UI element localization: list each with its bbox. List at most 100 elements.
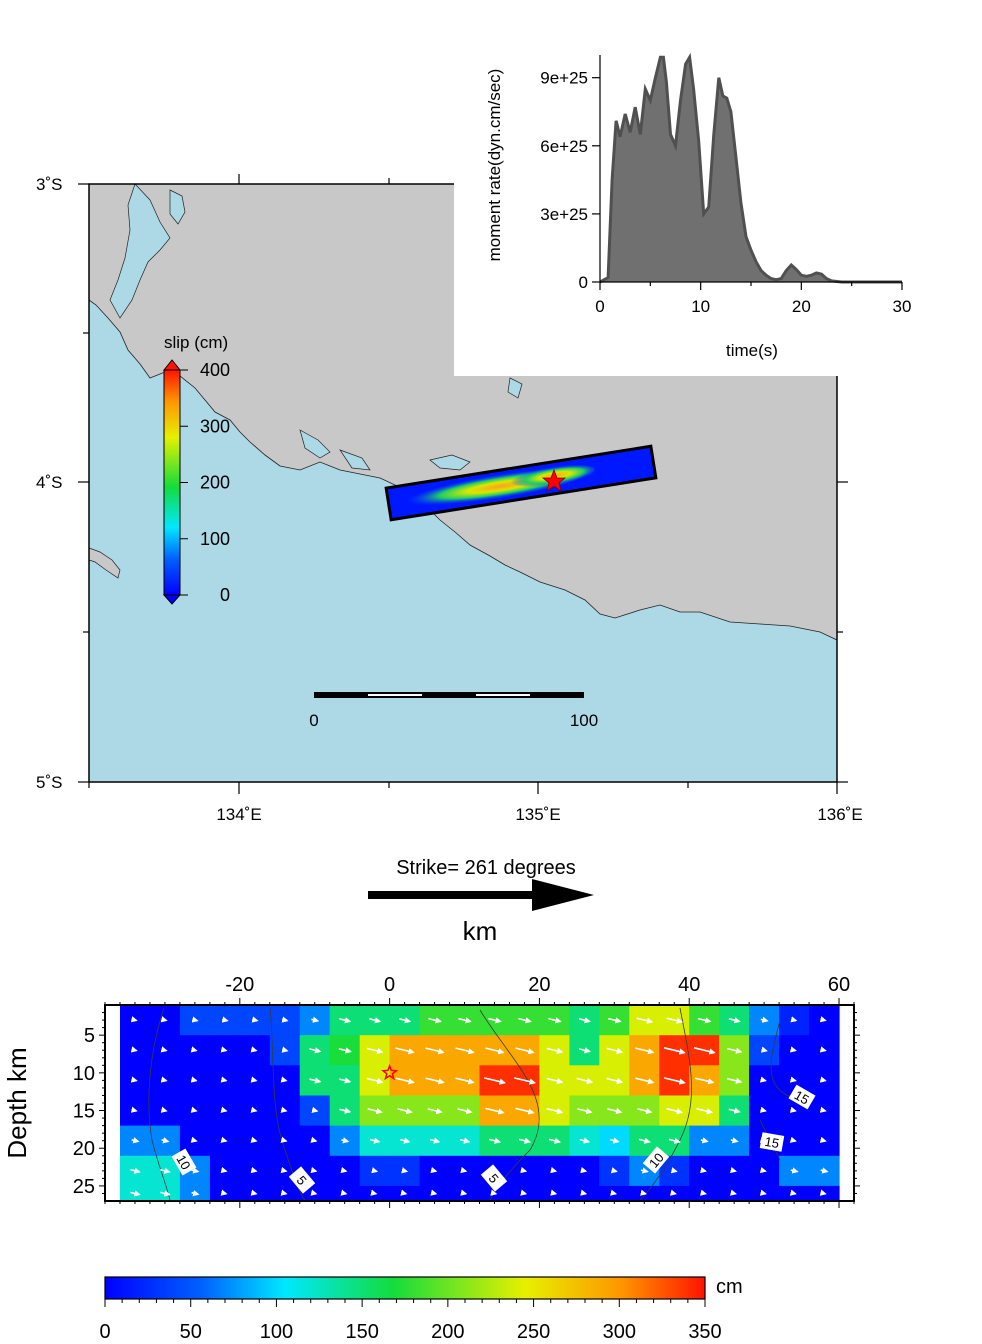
slip-vector-arrow — [640, 1189, 648, 1196]
slip-vector-arrow — [520, 1166, 528, 1174]
slip-vector-arrow — [311, 1106, 319, 1114]
moment-rate-panel: 0 10 20 30 0 3e+25 6e+25 9e+25 time(s) moment … — [454, 40, 911, 376]
slip-vector-arrow — [250, 1076, 258, 1083]
slip-vector-arrow — [191, 1016, 199, 1023]
slip-vector-arrow — [280, 1106, 288, 1113]
slip-colorbar-tick-label: 0 — [220, 585, 230, 605]
slip-vector-arrow — [640, 1167, 649, 1174]
slip-vector-arrow — [130, 1106, 138, 1113]
slip-vector-arrow — [460, 1166, 468, 1174]
slip-vector-arrow — [430, 1166, 438, 1174]
slip-vector-arrow — [789, 1076, 797, 1083]
slip-vector-arrow — [697, 1017, 712, 1024]
contour-label-box — [288, 1166, 316, 1194]
contour-label-text: 10 — [173, 1152, 193, 1172]
contour-label: 10 — [171, 1148, 197, 1176]
slip-vector-arrow — [339, 1107, 352, 1114]
moment-rate-x-tick-label: 10 — [691, 297, 710, 316]
slip-vector-arrow — [311, 1016, 320, 1023]
slip-vector-arrow — [366, 1047, 384, 1055]
slip-model-x-tick-label: 40 — [678, 974, 700, 996]
slip-vector-arrow — [548, 1137, 562, 1144]
slip-vector-arrow — [280, 1189, 288, 1196]
slip-vector-arrow — [635, 1077, 655, 1085]
hypocenter-star — [381, 1063, 399, 1081]
slip-vector-arrow — [759, 1076, 767, 1083]
slip-vector-arrow — [485, 1047, 505, 1055]
slip-vector-arrow — [608, 1017, 622, 1024]
slip-model-colorbar-tick-label: 200 — [431, 1321, 464, 1343]
slip-vector-arrow — [130, 1016, 138, 1023]
contour-label-box — [642, 1146, 670, 1174]
slip-vector-arrow — [546, 1077, 564, 1085]
slip-colorbar-tick-label: 300 — [200, 416, 230, 436]
slip-vector-arrow — [250, 1166, 258, 1174]
slip-model-ylabel: Depth km — [2, 1047, 32, 1158]
slip-vector-arrow — [730, 1137, 739, 1144]
scale-bar-label-0: 0 — [309, 711, 318, 730]
lat-label-3s: 3˚S — [36, 175, 62, 194]
slip-vector-arrow — [371, 1167, 379, 1174]
slip-vector-arrow — [727, 1047, 743, 1054]
slip-colorbar-title: slip (cm) — [164, 333, 228, 352]
slip-vector-arrow — [160, 1190, 171, 1197]
slip-vector-arrow — [310, 1189, 318, 1196]
slip-vector-arrow — [309, 1077, 322, 1084]
slip-vector-arrow — [160, 1046, 168, 1053]
slip-vector-arrow — [220, 1136, 228, 1143]
slip-vector-arrow — [546, 1047, 564, 1055]
slip-vector-arrow — [819, 1076, 827, 1083]
slip-vector-arrow — [696, 1107, 714, 1115]
slip-vector-arrow — [638, 1137, 651, 1144]
slip-vector-arrow — [339, 1017, 352, 1024]
slip-vector-arrow — [579, 1137, 591, 1144]
slip-vector-arrow — [548, 1017, 562, 1024]
slip-vector-arrow — [220, 1189, 228, 1196]
slip-model-y-tick-label: 15 — [73, 1101, 95, 1123]
slip-vector-arrow — [220, 1166, 228, 1174]
strike-label: Strike= 261 degrees — [396, 857, 576, 879]
slip-vector-arrow — [250, 1136, 258, 1143]
contour-label: 15 — [788, 1084, 816, 1110]
slip-vector-arrow — [399, 1017, 412, 1024]
slip-vector-arrow — [310, 1136, 318, 1143]
moment-rate-x-tick-label: 0 — [595, 297, 604, 316]
slip-model-y-tick-label: 5 — [84, 1025, 95, 1047]
slip-vector-arrow — [160, 1106, 168, 1113]
slip-vector-arrow — [459, 1137, 471, 1144]
slip-model-colorbar-tick-label: 250 — [517, 1321, 550, 1343]
slip-vector-arrow — [760, 1016, 769, 1023]
slip-vector-arrow — [666, 1107, 684, 1115]
slip-vector-arrow — [759, 1166, 767, 1174]
moment-rate-y-tick-label: 3e+25 — [540, 205, 588, 224]
slip-model-colorbar-tick-label: 300 — [603, 1321, 636, 1343]
slip-vector-arrow — [280, 1076, 288, 1083]
moment-rate-x-tick-label: 30 — [893, 297, 912, 316]
slip-colorbar-tick-label: 200 — [200, 473, 230, 493]
slip-vector-arrow — [340, 1189, 348, 1196]
slip-model-xlabel: km — [463, 916, 498, 946]
slip-vector-arrow — [251, 1016, 259, 1023]
slip-vector-arrow — [338, 1047, 352, 1054]
slip-vector-arrow — [280, 1136, 288, 1143]
slip-vector-arrow — [666, 1017, 684, 1024]
slip-vector-arrow — [340, 1166, 348, 1174]
slip-contours — [148, 1007, 801, 1201]
slip-vector-arrow — [580, 1189, 588, 1196]
slip-vector-arrow — [425, 1077, 445, 1085]
slip-vector-arrow — [161, 1137, 170, 1144]
slip-vector-arrow — [668, 1137, 681, 1144]
slip-model-colorbar-tick-label: 50 — [180, 1321, 202, 1343]
slip-vector-arrow — [490, 1166, 498, 1174]
slip-vector-arrow — [425, 1047, 445, 1055]
slip-vector-arrow — [190, 1076, 198, 1083]
map-bay — [169, 189, 186, 225]
map-bay — [429, 454, 471, 471]
slip-vector-arrow — [399, 1137, 411, 1144]
slip-vector-arrow — [699, 1166, 707, 1174]
slip-vector-arrow — [819, 1046, 827, 1053]
contour-label-text: 15 — [792, 1087, 812, 1107]
slip-vector-arrow — [789, 1189, 797, 1196]
slip-model-colorbar-tick-label: 350 — [688, 1321, 721, 1343]
